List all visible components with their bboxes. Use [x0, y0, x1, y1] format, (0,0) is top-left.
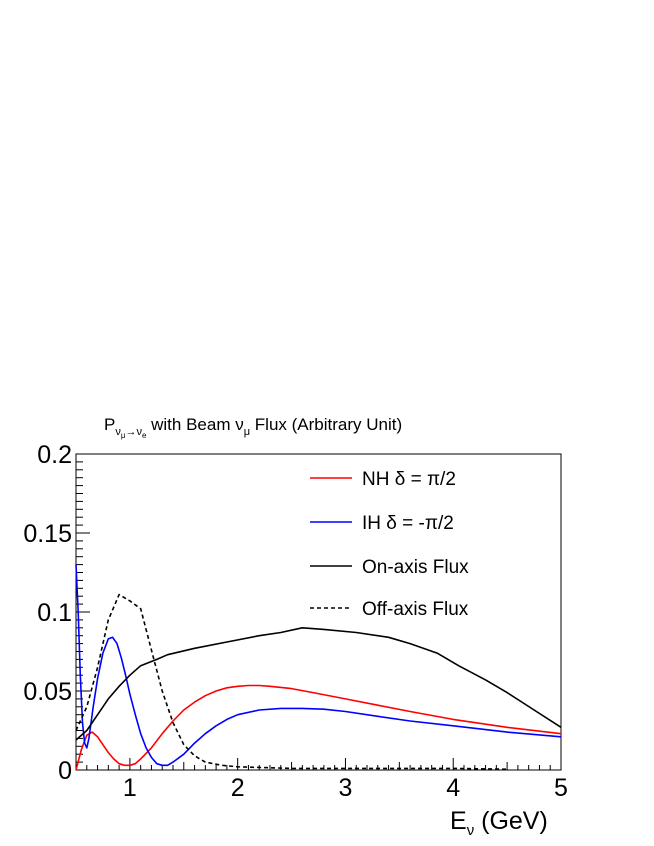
series-layer: [75, 564, 562, 771]
y-tick-label: 0.05: [23, 678, 72, 706]
x-tick-label: 3: [338, 774, 352, 802]
legend: NH δ = π/2 IH δ = -π/2 On-axis Flux Off-axi…: [310, 469, 469, 620]
x-axis: 1 2 3 4 5: [75, 758, 568, 802]
legend-label: Off-axis Flux: [362, 599, 469, 620]
legend-label: On-axis Flux: [362, 557, 469, 578]
legend-label: NH δ = π/2: [362, 469, 456, 490]
x-title-main: E: [450, 807, 467, 835]
series-line-2: [75, 564, 562, 767]
y-tick-label: 0.2: [37, 441, 72, 469]
title-nu: ν: [235, 415, 244, 434]
y-tick-label: 0.1: [37, 599, 72, 627]
series-line-1: [75, 684, 562, 771]
title-rest-b: Flux (Arbitrary Unit): [250, 415, 402, 434]
title-arrow: →: [125, 426, 136, 438]
plot-frame: [75, 453, 562, 771]
title-subsub2: e: [142, 431, 147, 440]
x-tick-label: 2: [231, 774, 245, 802]
y-tick-label: 0.15: [23, 520, 72, 548]
title-rest-a: with Beam: [146, 415, 235, 434]
y-tick-label: 0: [58, 757, 72, 785]
x-title-rest: (GeV): [474, 807, 548, 835]
y-axis: 0 0.05 0.1 0.15 0.2: [23, 441, 90, 785]
x-tick-label: 4: [446, 774, 460, 802]
x-title-sub: ν: [467, 822, 475, 839]
title-p: P: [104, 415, 115, 434]
title-sub2: ν: [136, 426, 142, 438]
title-sub: ν: [115, 426, 121, 438]
x-tick-label: 5: [554, 774, 568, 802]
title-nu-sub: μ: [244, 426, 250, 438]
series-line-4: [75, 593, 508, 770]
title-subsub: μ: [121, 431, 126, 440]
legend-label: IH δ = -π/2: [362, 513, 454, 534]
chart-title: Pνμ→νe with Beam νμ Flux (Arbitrary Unit…: [104, 415, 402, 440]
x-axis-title: Eν (GeV): [450, 807, 548, 839]
x-tick-label: 1: [123, 774, 137, 802]
series-line-3: [75, 627, 562, 741]
